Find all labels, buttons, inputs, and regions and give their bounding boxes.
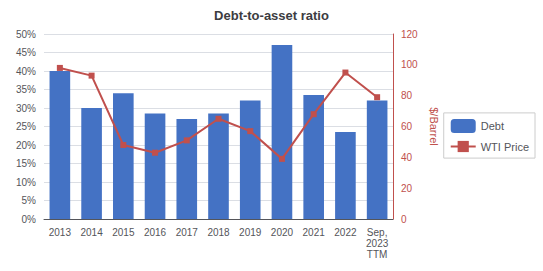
svg-text:2023: 2023 xyxy=(366,238,389,249)
svg-text:2013: 2013 xyxy=(49,227,72,238)
svg-text:2014: 2014 xyxy=(80,227,103,238)
svg-text:120: 120 xyxy=(401,29,418,40)
svg-text:TTM: TTM xyxy=(367,249,388,260)
svg-text:Debt-to-asset ratio: Debt-to-asset ratio xyxy=(214,8,329,23)
svg-text:30%: 30% xyxy=(16,103,36,114)
svg-text:35%: 35% xyxy=(16,84,36,95)
svg-text:2022: 2022 xyxy=(334,227,357,238)
svg-text:2017: 2017 xyxy=(176,227,199,238)
svg-text:$/Barrel: $/Barrel xyxy=(428,107,440,146)
svg-text:40: 40 xyxy=(401,152,413,163)
svg-text:20%: 20% xyxy=(16,140,36,151)
svg-text:45%: 45% xyxy=(16,47,36,58)
svg-text:25%: 25% xyxy=(16,121,36,132)
svg-text:60: 60 xyxy=(401,121,413,132)
svg-text:40%: 40% xyxy=(16,66,36,77)
svg-text:2015: 2015 xyxy=(112,227,135,238)
svg-text:Debt: Debt xyxy=(481,120,504,132)
svg-text:0: 0 xyxy=(401,214,407,225)
svg-text:2016: 2016 xyxy=(144,227,167,238)
svg-text:2018: 2018 xyxy=(207,227,230,238)
svg-text:2019: 2019 xyxy=(239,227,262,238)
svg-text:80: 80 xyxy=(401,90,413,101)
svg-text:Sep,: Sep, xyxy=(367,227,388,238)
svg-text:0%: 0% xyxy=(22,214,37,225)
svg-text:2020: 2020 xyxy=(271,227,294,238)
svg-text:50%: 50% xyxy=(16,29,36,40)
svg-text:20: 20 xyxy=(401,183,413,194)
svg-text:2021: 2021 xyxy=(303,227,326,238)
svg-text:5%: 5% xyxy=(22,195,37,206)
svg-text:10%: 10% xyxy=(16,177,36,188)
svg-text:100: 100 xyxy=(401,59,418,70)
svg-text:WTI Price: WTI Price xyxy=(481,141,529,153)
svg-text:15%: 15% xyxy=(16,158,36,169)
